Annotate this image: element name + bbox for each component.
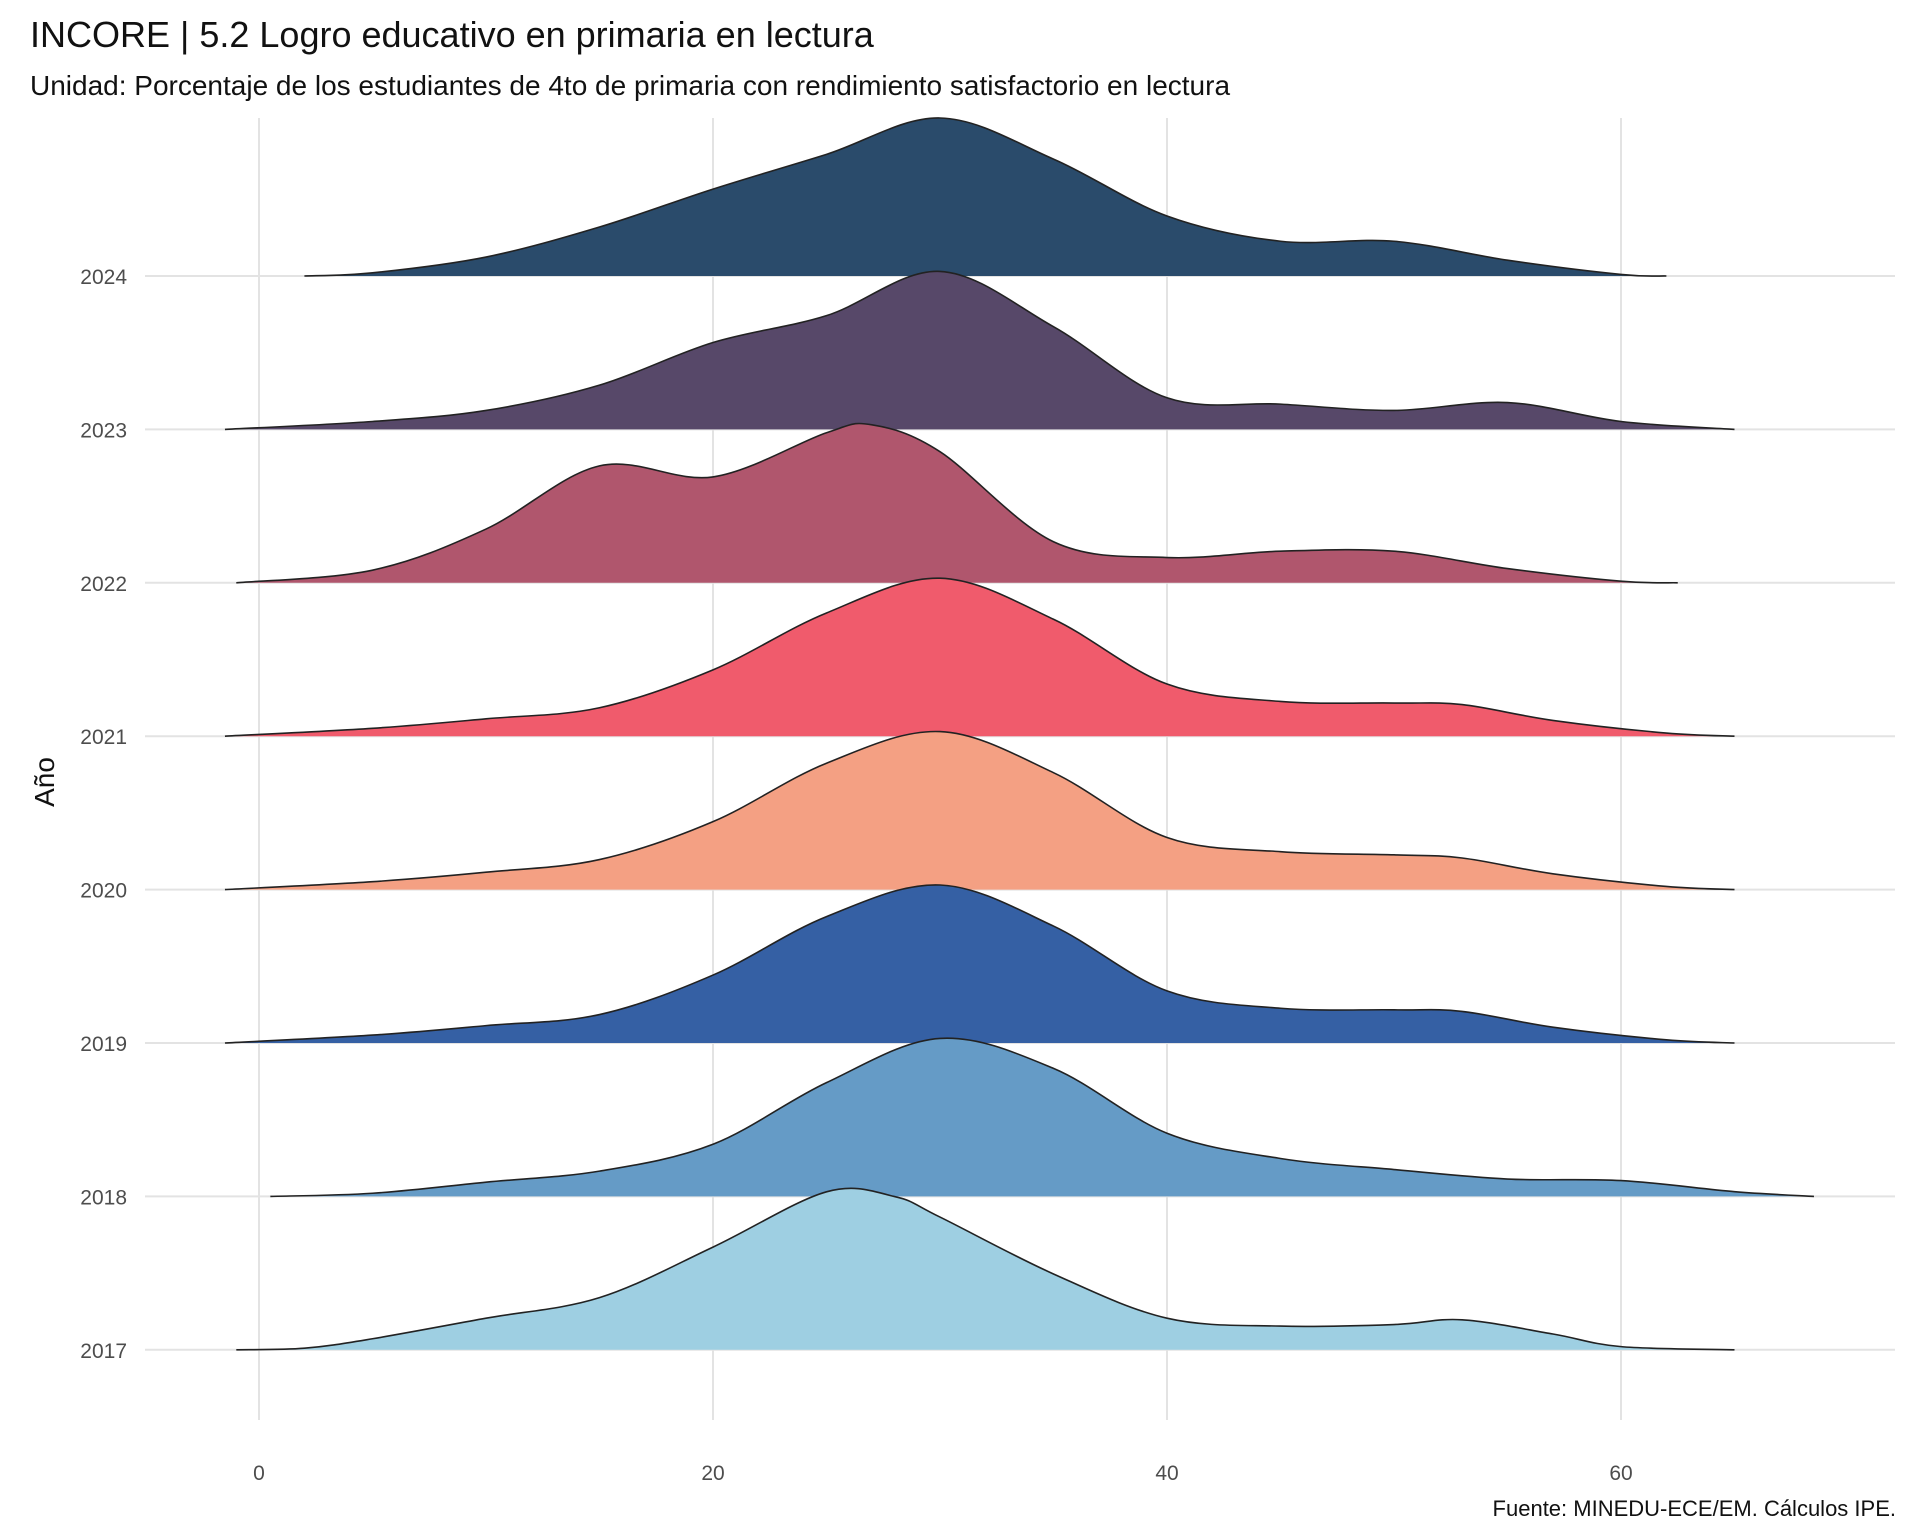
y-tick-label: 2020 <box>80 880 127 903</box>
ridge-area-2018 <box>270 1038 1814 1197</box>
x-tick-label: 60 <box>1609 1462 1632 1485</box>
ridge-area-2017 <box>236 1188 1735 1350</box>
ridge-area-2020 <box>224 731 1735 890</box>
ridge-outline-2021 <box>224 577 1735 737</box>
x-tick-label: 20 <box>701 1462 724 1485</box>
ridge-outline-2018 <box>270 1037 1814 1198</box>
ridge-outline-2023 <box>224 270 1735 431</box>
ridge-outline-2019 <box>224 884 1735 1044</box>
ridge-outline-2017 <box>236 1187 1735 1351</box>
ridge-outline-2020 <box>224 730 1735 891</box>
y-tick-label: 2024 <box>80 266 127 289</box>
ridge-area-2024 <box>304 117 1667 277</box>
y-tick-label: 2021 <box>80 726 127 749</box>
x-tick-label: 40 <box>1155 1462 1178 1485</box>
y-tick-label: 2018 <box>80 1186 127 1209</box>
chart-caption: Fuente: MINEDU-ECE/EM. Cálculos IPE. <box>1492 1496 1896 1521</box>
y-tick-label: 2017 <box>80 1340 127 1363</box>
chart-title: INCORE | 5.2 Logro educativo en primaria… <box>30 14 874 55</box>
x-tick-label: 0 <box>253 1462 265 1485</box>
ridge-area-2021 <box>224 578 1735 737</box>
ridge-outline-2024 <box>304 117 1667 277</box>
ridge-area-2023 <box>224 271 1735 430</box>
y-tick-label: 2019 <box>80 1033 127 1056</box>
y-tick-label: 2022 <box>80 573 127 596</box>
y-tick-label: 2023 <box>80 419 127 442</box>
ridge-outline-2022 <box>236 422 1678 584</box>
chart-subtitle: Unidad: Porcentaje de los estudiantes de… <box>30 70 1231 101</box>
ridge-area-2019 <box>224 884 1735 1043</box>
ridge-area-2022 <box>236 423 1678 583</box>
y-axis-title: Año <box>29 757 60 807</box>
